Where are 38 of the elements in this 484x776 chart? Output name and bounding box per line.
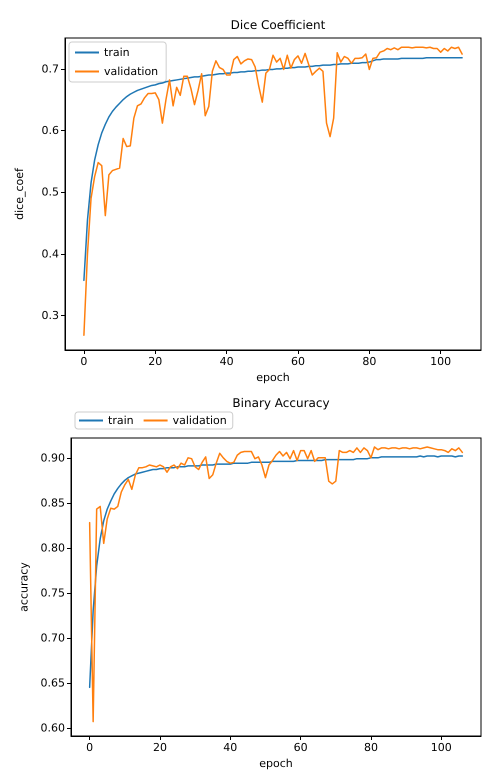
y-tick-label: 0.60 xyxy=(40,721,65,734)
line-series xyxy=(83,56,463,282)
x-tick-label: 0 xyxy=(86,741,94,754)
x-tick-label: 60 xyxy=(294,741,308,754)
x-tick-label: 100 xyxy=(430,355,452,368)
y-tick-label: 0.90 xyxy=(40,451,65,464)
legend-label: train xyxy=(104,46,130,59)
line-series xyxy=(88,446,464,722)
x-tick-label: 80 xyxy=(364,741,378,754)
line-series xyxy=(83,46,463,336)
x-tick-label: 20 xyxy=(148,355,162,368)
x-tick-label: 60 xyxy=(290,355,305,368)
chart-title: Dice Coefficient xyxy=(230,18,326,32)
y-axis-title: dice_coef xyxy=(13,166,26,220)
y-tick-label: 0.70 xyxy=(40,631,65,644)
y-axis-title: accuracy xyxy=(18,562,31,612)
y-tick-label: 0.7 xyxy=(42,62,59,76)
legend-label: validation xyxy=(172,414,227,427)
x-tick-label: 20 xyxy=(152,741,167,754)
y-tick-label: 0.5 xyxy=(42,186,59,199)
x-tick-label: 40 xyxy=(220,355,234,368)
x-tick-label: 80 xyxy=(362,355,376,368)
y-tick-label: 0.65 xyxy=(40,676,65,690)
y-tick-label: 0.85 xyxy=(40,496,65,510)
x-axis-title: epoch xyxy=(259,757,293,770)
y-tick-label: 0.4 xyxy=(42,247,59,260)
y-tick-label: 0.80 xyxy=(40,541,65,554)
x-tick-label: 100 xyxy=(430,741,452,754)
y-tick-label: 0.6 xyxy=(42,124,59,137)
y-tick-label: 0.75 xyxy=(40,586,65,600)
x-tick-label: 0 xyxy=(80,355,88,368)
x-axis-title: epoch xyxy=(256,371,290,384)
line-series xyxy=(88,455,464,688)
x-tick-label: 40 xyxy=(223,741,238,754)
y-tick-label: 0.3 xyxy=(42,308,59,322)
legend-label: train xyxy=(108,414,134,427)
legend-label: validation xyxy=(104,65,158,78)
chart-title: Binary Accuracy xyxy=(232,396,330,410)
